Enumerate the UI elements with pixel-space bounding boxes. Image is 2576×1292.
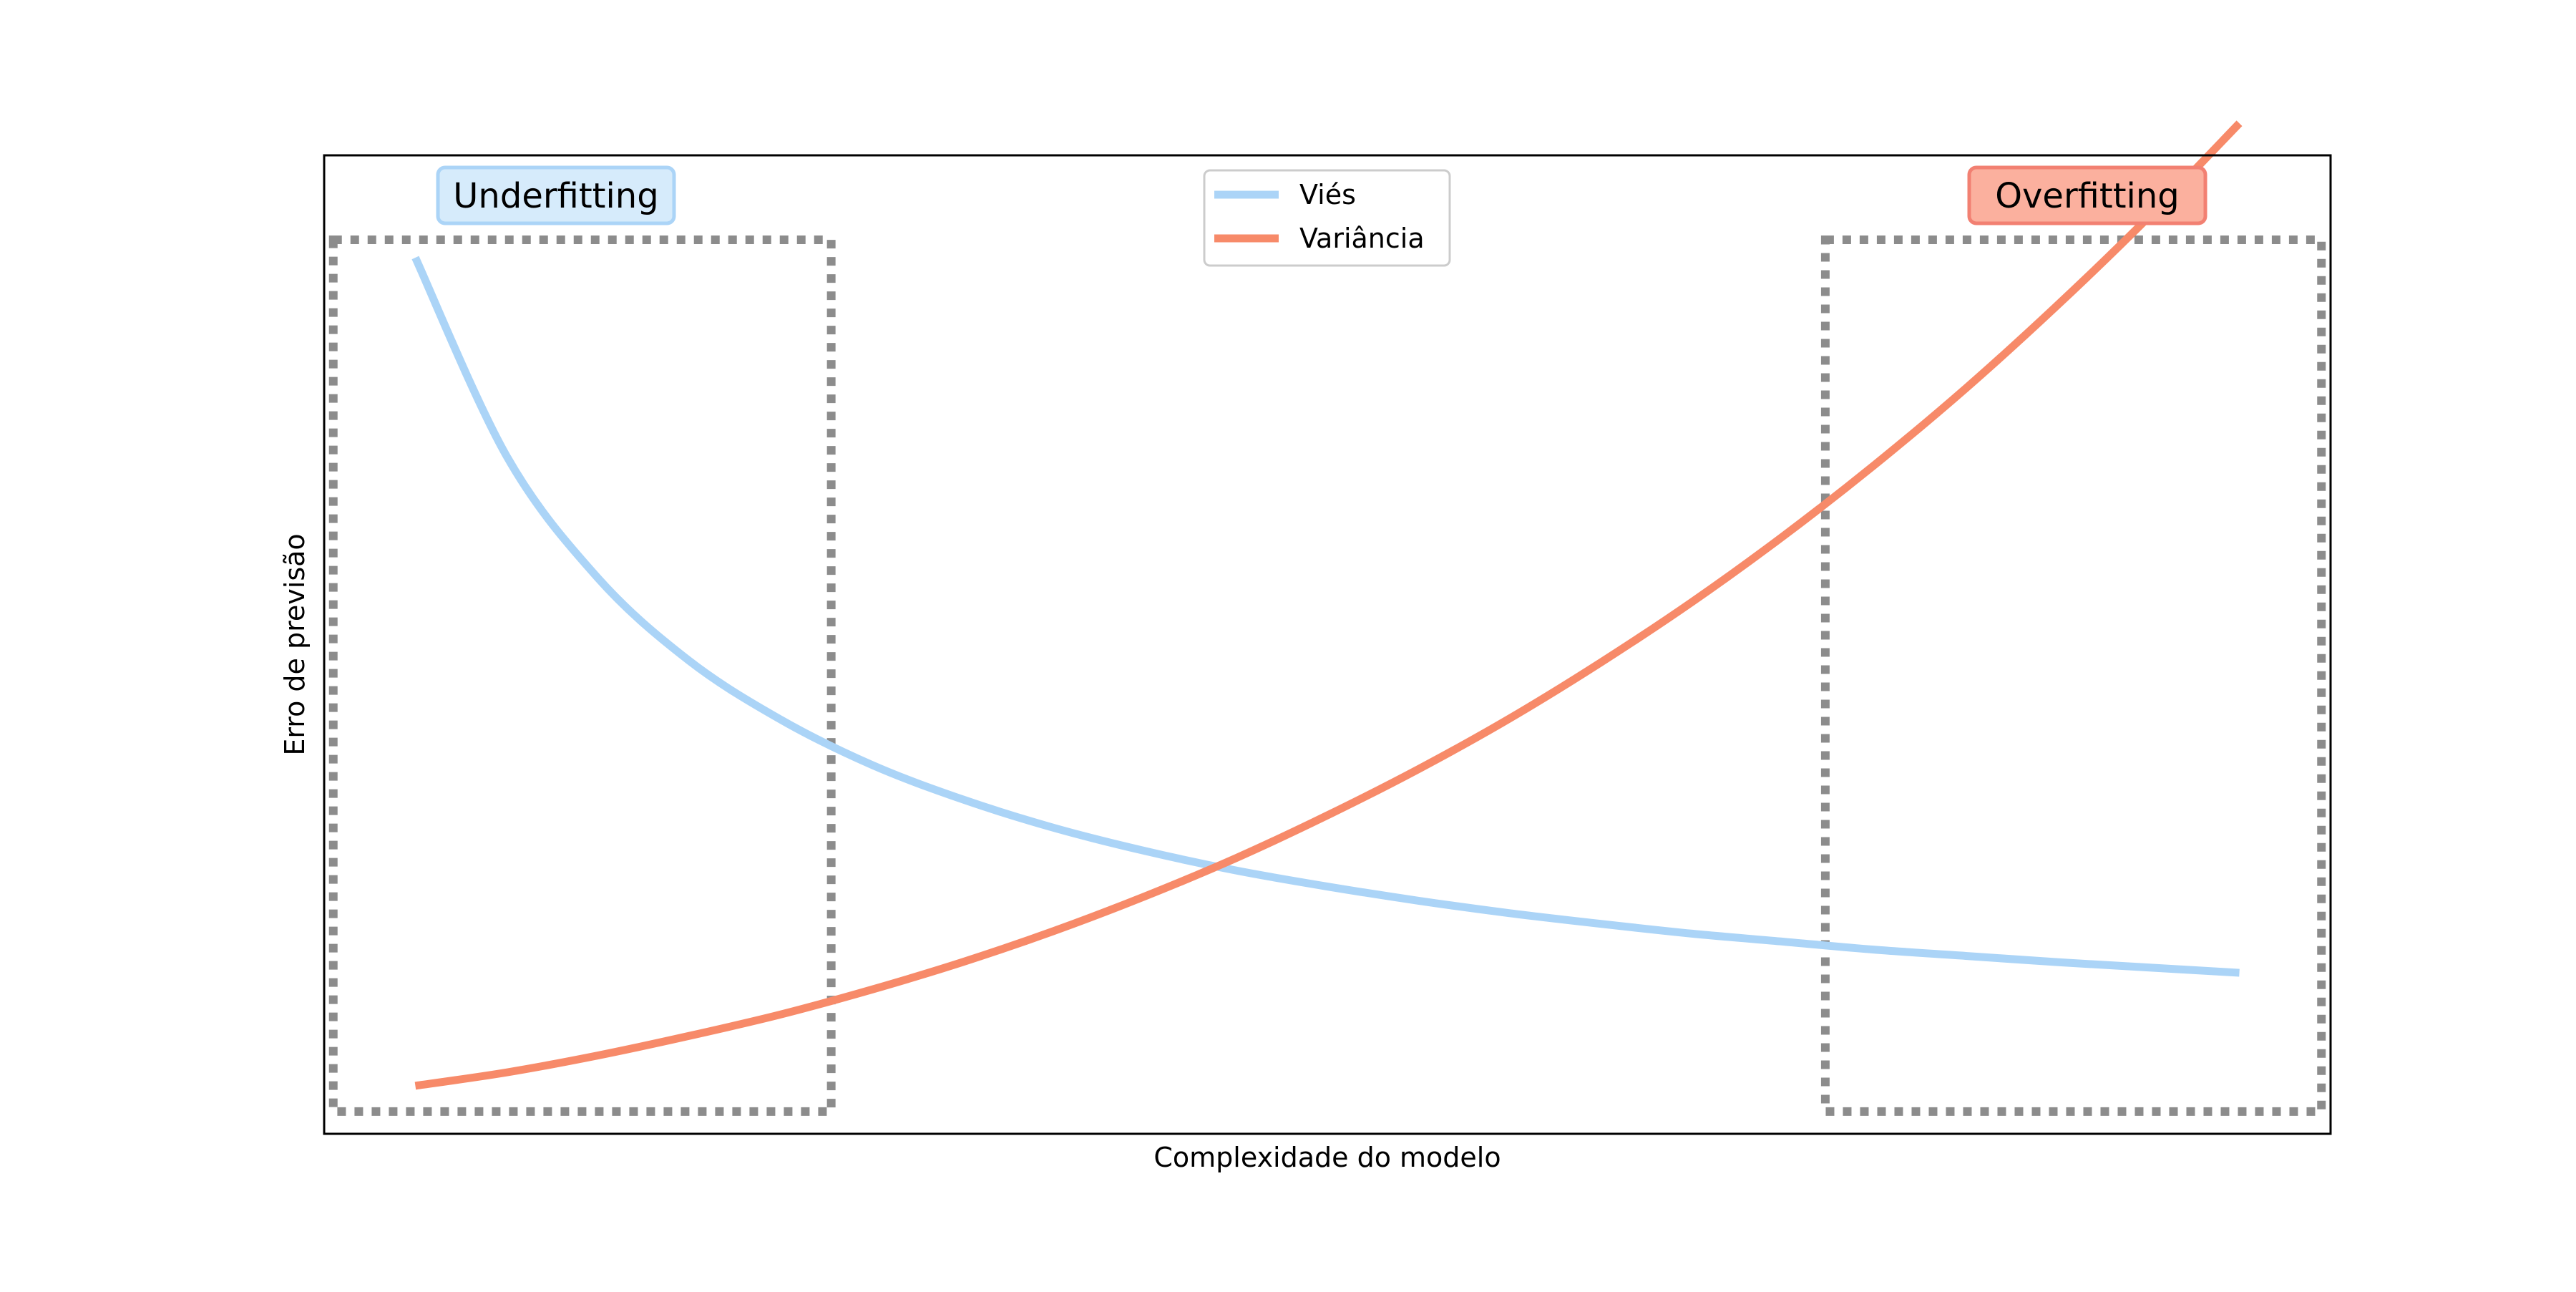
x-axis-label: Complexidade do modelo (1153, 1142, 1501, 1173)
region-box-overfitting (1820, 235, 2326, 1116)
lines-layer (411, 120, 2243, 1090)
labels-layer: Underfitting Overfitting (436, 165, 2207, 225)
region-label-underfitting: Underfitting (436, 165, 676, 225)
region-label-text: Overfitting (1995, 176, 2180, 216)
series-line-variancia (414, 120, 2243, 1090)
region-label-overfitting: Overfitting (1967, 165, 2207, 225)
legend-label-vies: Viés (1299, 179, 1356, 210)
plot-frame (323, 154, 2332, 1135)
legend: Viés Variância (1203, 169, 1451, 267)
region-label-box (436, 165, 676, 225)
regions-layer (328, 235, 2326, 1116)
region-box-underfitting (328, 235, 836, 1116)
y-axis-label: Erro de previsão (279, 533, 311, 755)
region-label-box (1967, 165, 2207, 225)
legend-label-variancia: Variância (1299, 223, 1425, 254)
region-label-text: Underfitting (453, 176, 658, 216)
series-line-vies (411, 256, 2240, 977)
